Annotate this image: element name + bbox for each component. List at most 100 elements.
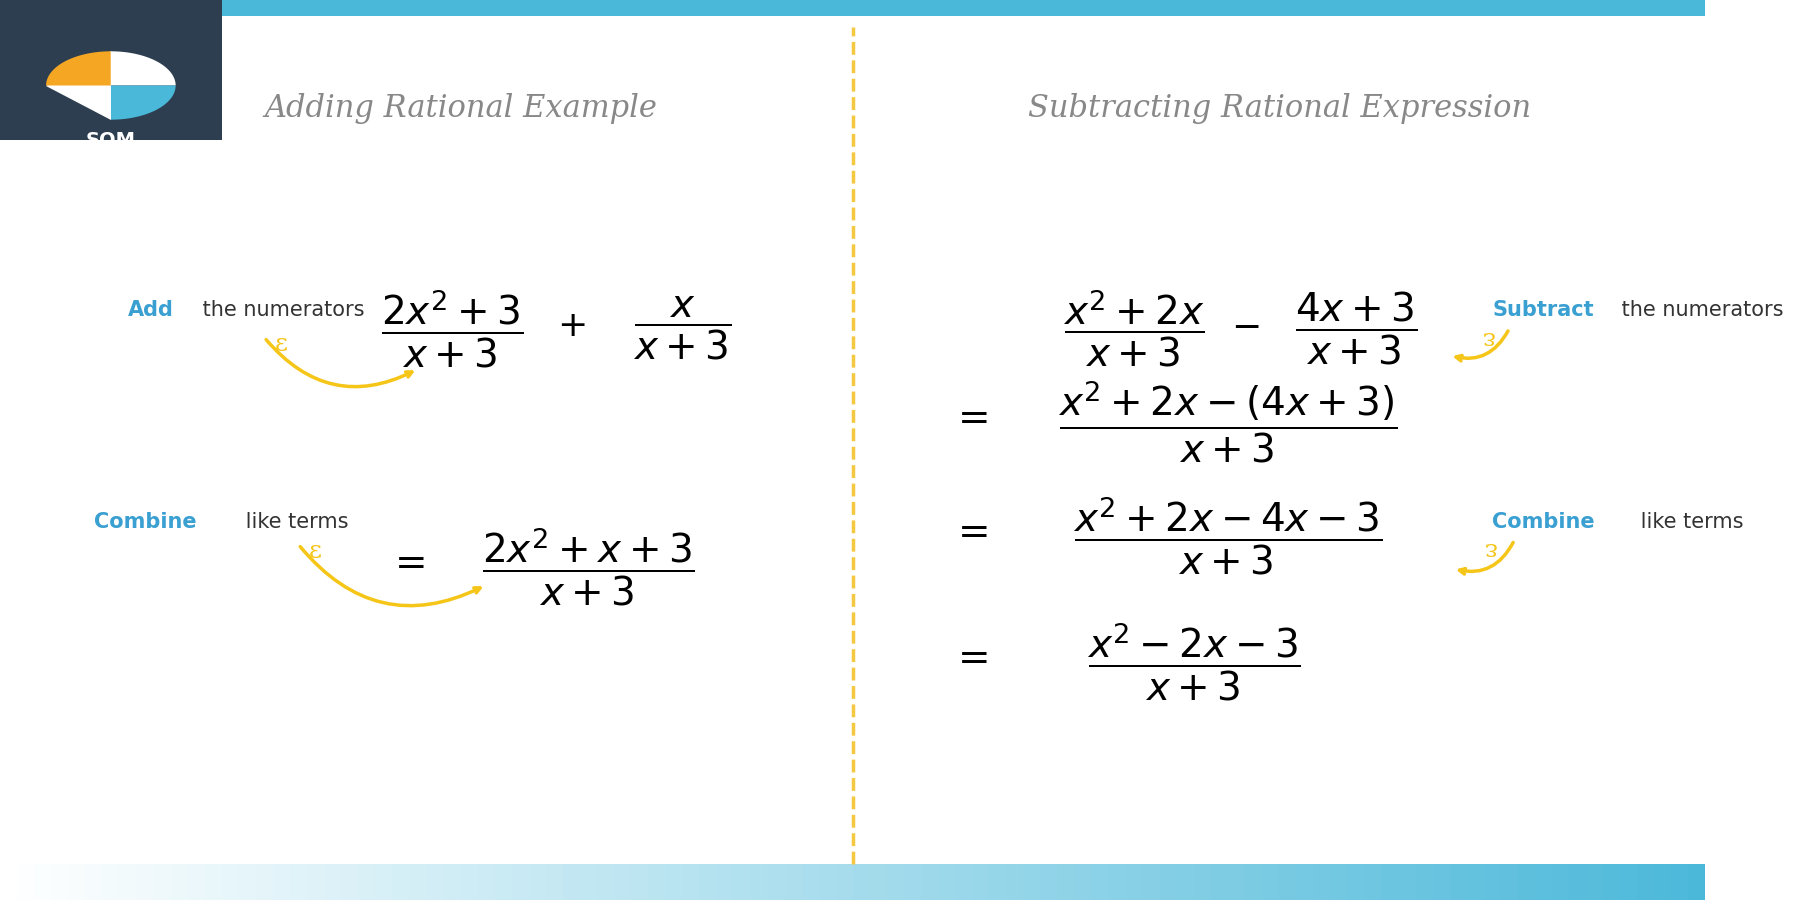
FancyBboxPatch shape bbox=[972, 864, 990, 900]
FancyBboxPatch shape bbox=[1483, 864, 1501, 900]
Text: Combine: Combine bbox=[94, 512, 196, 532]
FancyBboxPatch shape bbox=[290, 864, 308, 900]
FancyBboxPatch shape bbox=[956, 864, 972, 900]
FancyBboxPatch shape bbox=[1654, 864, 1672, 900]
FancyBboxPatch shape bbox=[34, 864, 50, 900]
FancyBboxPatch shape bbox=[801, 864, 819, 900]
FancyBboxPatch shape bbox=[1586, 864, 1604, 900]
FancyBboxPatch shape bbox=[1006, 864, 1022, 900]
FancyBboxPatch shape bbox=[461, 864, 477, 900]
FancyBboxPatch shape bbox=[767, 864, 785, 900]
FancyBboxPatch shape bbox=[1399, 864, 1415, 900]
Text: ε: ε bbox=[310, 540, 322, 563]
FancyBboxPatch shape bbox=[274, 864, 290, 900]
FancyBboxPatch shape bbox=[869, 864, 887, 900]
FancyBboxPatch shape bbox=[50, 864, 68, 900]
FancyBboxPatch shape bbox=[1381, 864, 1399, 900]
FancyBboxPatch shape bbox=[545, 864, 563, 900]
FancyBboxPatch shape bbox=[580, 864, 598, 900]
Text: $\dfrac{x^2 + 2x}{x + 3}$: $\dfrac{x^2 + 2x}{x + 3}$ bbox=[1064, 288, 1204, 369]
FancyBboxPatch shape bbox=[171, 864, 187, 900]
FancyBboxPatch shape bbox=[733, 864, 751, 900]
FancyBboxPatch shape bbox=[137, 864, 153, 900]
FancyBboxPatch shape bbox=[563, 864, 580, 900]
FancyBboxPatch shape bbox=[221, 864, 239, 900]
FancyBboxPatch shape bbox=[1057, 864, 1075, 900]
Text: the numerators: the numerators bbox=[196, 301, 365, 320]
FancyBboxPatch shape bbox=[1040, 864, 1057, 900]
FancyBboxPatch shape bbox=[477, 864, 495, 900]
Text: like terms: like terms bbox=[239, 512, 347, 532]
FancyBboxPatch shape bbox=[1125, 864, 1143, 900]
FancyBboxPatch shape bbox=[358, 864, 374, 900]
FancyBboxPatch shape bbox=[1364, 864, 1381, 900]
Text: $=$: $=$ bbox=[950, 398, 988, 436]
Text: ε: ε bbox=[275, 333, 288, 356]
FancyBboxPatch shape bbox=[1177, 864, 1193, 900]
FancyBboxPatch shape bbox=[239, 864, 256, 900]
FancyBboxPatch shape bbox=[1091, 864, 1109, 900]
FancyBboxPatch shape bbox=[1022, 864, 1040, 900]
FancyBboxPatch shape bbox=[1517, 864, 1535, 900]
Text: $+$: $+$ bbox=[556, 309, 585, 343]
Text: Add: Add bbox=[128, 301, 175, 320]
Text: like terms: like terms bbox=[1634, 512, 1744, 532]
FancyBboxPatch shape bbox=[1159, 864, 1177, 900]
FancyBboxPatch shape bbox=[698, 864, 716, 900]
FancyBboxPatch shape bbox=[374, 864, 392, 900]
FancyBboxPatch shape bbox=[1570, 864, 1586, 900]
FancyBboxPatch shape bbox=[1193, 864, 1211, 900]
FancyBboxPatch shape bbox=[1330, 864, 1346, 900]
FancyBboxPatch shape bbox=[1075, 864, 1091, 900]
FancyBboxPatch shape bbox=[0, 864, 16, 900]
FancyBboxPatch shape bbox=[598, 864, 614, 900]
FancyBboxPatch shape bbox=[1211, 864, 1228, 900]
FancyBboxPatch shape bbox=[324, 864, 340, 900]
Text: Subtract: Subtract bbox=[1492, 301, 1593, 320]
FancyBboxPatch shape bbox=[1296, 864, 1314, 900]
FancyBboxPatch shape bbox=[632, 864, 648, 900]
FancyBboxPatch shape bbox=[1620, 864, 1638, 900]
FancyBboxPatch shape bbox=[0, 0, 1705, 16]
Text: $\dfrac{x^2 + 2x - 4x - 3}{x + 3}$: $\dfrac{x^2 + 2x - 4x - 3}{x + 3}$ bbox=[1073, 494, 1382, 577]
Text: $=$: $=$ bbox=[950, 512, 988, 550]
FancyBboxPatch shape bbox=[922, 864, 938, 900]
FancyBboxPatch shape bbox=[16, 864, 34, 900]
FancyBboxPatch shape bbox=[153, 864, 171, 900]
FancyBboxPatch shape bbox=[835, 864, 853, 900]
FancyBboxPatch shape bbox=[1109, 864, 1125, 900]
Text: Subtracting Rational Expression: Subtracting Rational Expression bbox=[1028, 93, 1530, 123]
FancyBboxPatch shape bbox=[1638, 864, 1654, 900]
FancyBboxPatch shape bbox=[1415, 864, 1433, 900]
FancyBboxPatch shape bbox=[103, 864, 119, 900]
FancyBboxPatch shape bbox=[1449, 864, 1467, 900]
Text: STORY OF MATHEMATICS: STORY OF MATHEMATICS bbox=[72, 154, 149, 159]
FancyBboxPatch shape bbox=[1672, 864, 1688, 900]
Text: $\dfrac{2x^2 + 3}{x + 3}$: $\dfrac{2x^2 + 3}{x + 3}$ bbox=[382, 287, 524, 370]
FancyBboxPatch shape bbox=[1535, 864, 1552, 900]
FancyBboxPatch shape bbox=[1552, 864, 1570, 900]
FancyBboxPatch shape bbox=[1280, 864, 1296, 900]
FancyBboxPatch shape bbox=[1314, 864, 1330, 900]
FancyBboxPatch shape bbox=[1688, 864, 1705, 900]
Polygon shape bbox=[47, 86, 112, 120]
FancyBboxPatch shape bbox=[187, 864, 205, 900]
FancyBboxPatch shape bbox=[990, 864, 1006, 900]
Text: $\dfrac{x^2 - 2x - 3}{x + 3}$: $\dfrac{x^2 - 2x - 3}{x + 3}$ bbox=[1087, 620, 1301, 703]
FancyBboxPatch shape bbox=[85, 864, 103, 900]
FancyBboxPatch shape bbox=[1246, 864, 1262, 900]
FancyBboxPatch shape bbox=[529, 864, 545, 900]
Text: $\dfrac{x^2 + 2x - (4x + 3)}{x + 3}$: $\dfrac{x^2 + 2x - (4x + 3)}{x + 3}$ bbox=[1058, 378, 1399, 464]
Text: the numerators: the numerators bbox=[1615, 301, 1784, 320]
FancyBboxPatch shape bbox=[1228, 864, 1246, 900]
FancyBboxPatch shape bbox=[853, 864, 869, 900]
FancyBboxPatch shape bbox=[716, 864, 733, 900]
Text: SOM: SOM bbox=[86, 130, 135, 149]
Text: $\dfrac{2x^2 + x + 3}{x + 3}$: $\dfrac{2x^2 + x + 3}{x + 3}$ bbox=[482, 526, 695, 608]
Text: $=$: $=$ bbox=[950, 638, 988, 676]
FancyBboxPatch shape bbox=[308, 864, 324, 900]
FancyBboxPatch shape bbox=[1262, 864, 1280, 900]
FancyBboxPatch shape bbox=[119, 864, 137, 900]
FancyBboxPatch shape bbox=[887, 864, 904, 900]
FancyBboxPatch shape bbox=[1346, 864, 1364, 900]
